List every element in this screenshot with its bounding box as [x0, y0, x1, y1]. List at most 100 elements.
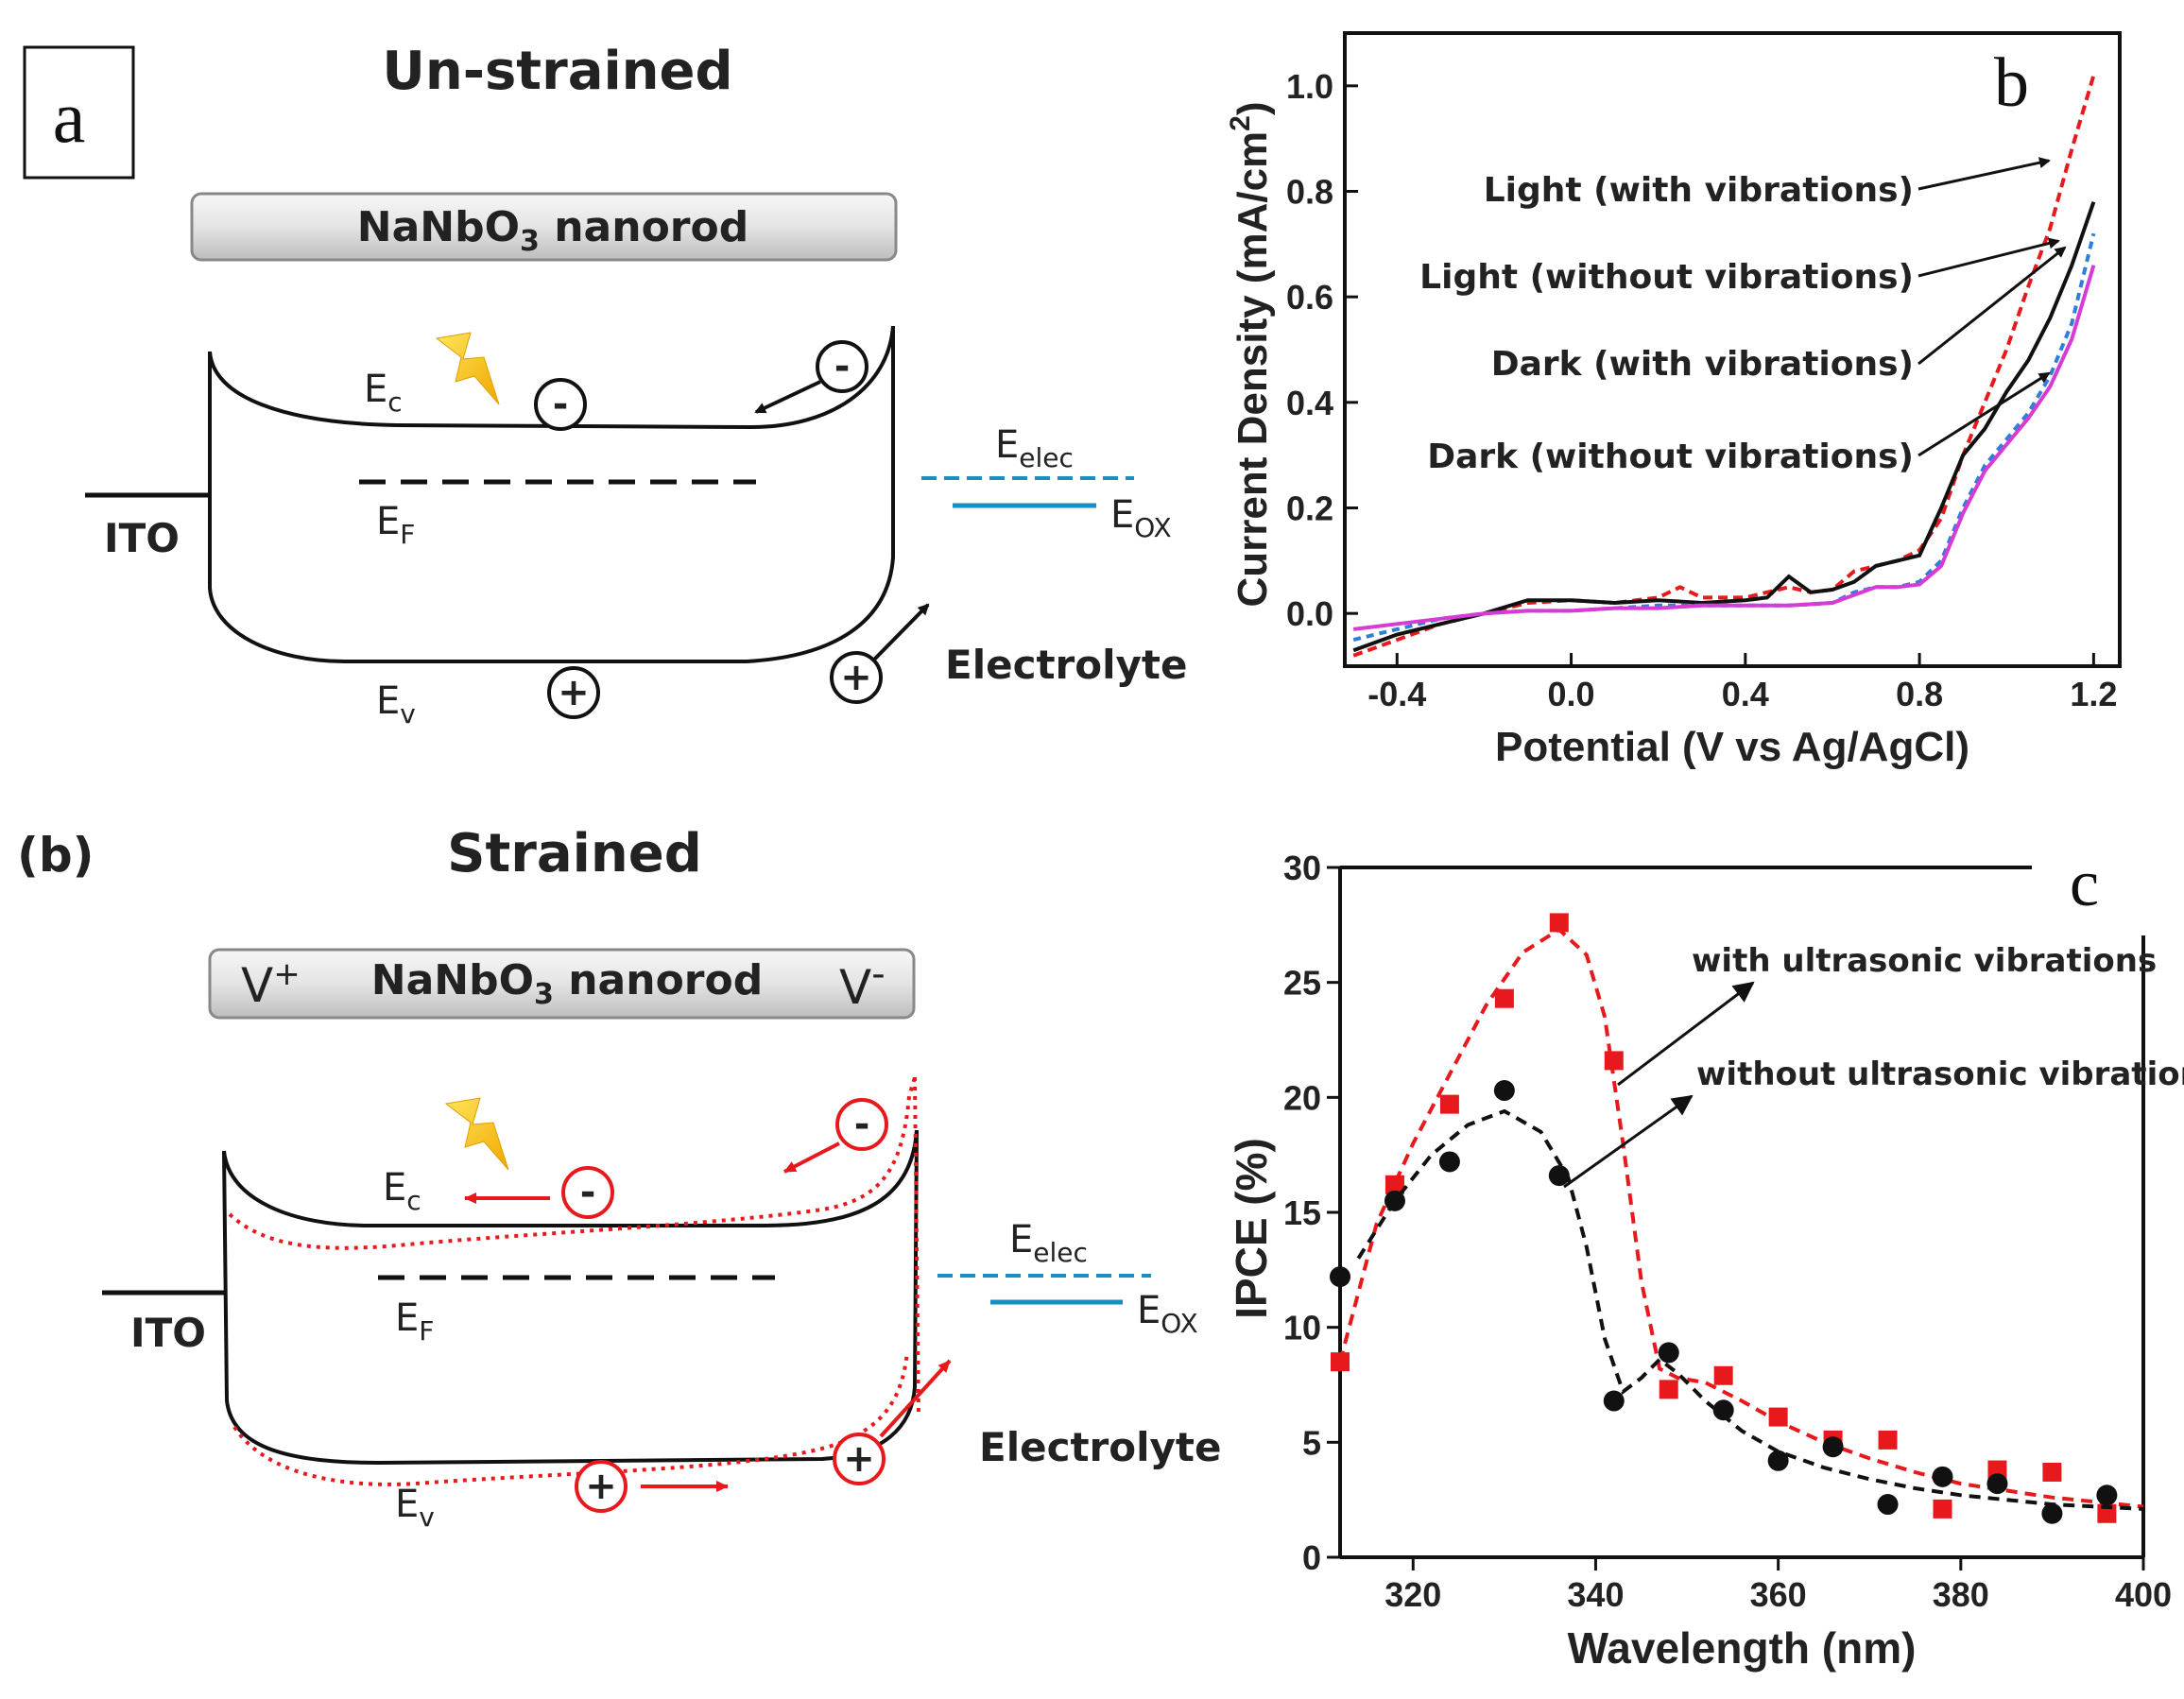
v-plus-label: V+ [241, 955, 301, 1013]
chart-c-series [1330, 913, 2144, 1524]
chart-c-ytick-label: 20 [1283, 1078, 1321, 1117]
panel-b-title: Strained [447, 823, 702, 884]
ev-label-b: Ev [395, 1483, 435, 1533]
chart-c-point-circle [1330, 1266, 1350, 1288]
legend-arrow-without [1563, 1094, 1694, 1189]
legend-arrow-3 [1917, 246, 2067, 366]
chart-c-point-square [1768, 1407, 1788, 1427]
chart-c-point-circle [1986, 1473, 2008, 1495]
chart-c-point-circle [1384, 1190, 1405, 1211]
chart-c-point-circle [1658, 1342, 1679, 1364]
chart-b-series-line-3 [1352, 265, 2096, 631]
chart-b-xtick-label: 1.2 [2070, 675, 2117, 713]
chart-b-xtick-label: -0.4 [1367, 675, 1426, 713]
hole-icon-b2 [833, 1433, 886, 1485]
ito-label-b: ITO [130, 1310, 206, 1356]
chart-b-series [1352, 75, 2096, 658]
chart-c-point-circle [1493, 1080, 1515, 1102]
chart-c-point-square [2042, 1462, 2062, 1482]
ec-label-a: Ec [364, 368, 403, 418]
chart-c-ylabel: IPCE (%) [1227, 1138, 1276, 1319]
chart-c-point-square [1878, 1430, 1898, 1450]
chart-b-series-line-1 [1352, 201, 2096, 653]
eox-label-b: EOX [1137, 1289, 1198, 1339]
legend-arrow-1 [1917, 157, 2051, 191]
nanorod-b [208, 948, 916, 1020]
chart-b-ytick-label: 0.4 [1286, 384, 1333, 422]
hole-icon-a1 [547, 666, 600, 719]
chart-b-ytick-label: 0.2 [1286, 489, 1333, 528]
chart-c-point-circle [1548, 1165, 1570, 1187]
electrolyte-label-b: Electrolyte [979, 1424, 1221, 1470]
valence-band-a [208, 326, 895, 663]
chart-c-point-square [1549, 913, 1569, 933]
nanorod-b-label: NaNbO3 nanorod [371, 956, 763, 1011]
chart-c-xtick-label: 360 [1750, 1575, 1807, 1614]
eox-label-a: EOX [1110, 493, 1172, 543]
hole-sign-b1: + [585, 1465, 617, 1508]
chart-b-xtick-label: 0.8 [1896, 675, 1943, 713]
legend-without-ultrasonic: without ultrasonic vibrations [1696, 1055, 2184, 1093]
panel-a-unstrained: a Un-strained NaNbO3 nanorod ITO Ec EF E… [23, 41, 1187, 729]
panel-a-title: Un-strained [382, 41, 732, 102]
hole-sign-a2: + [840, 656, 872, 699]
chart-c-point-square [1659, 1380, 1678, 1399]
chart-c-point-circle [1712, 1399, 1734, 1421]
chart-b-ytick-label: 0.8 [1286, 173, 1333, 212]
hole-sign-b2: + [843, 1437, 875, 1481]
chart-c-ytick-label: 15 [1283, 1193, 1321, 1232]
hole-icon-b1 [575, 1460, 628, 1513]
chart-b-ytick-label: 0.6 [1286, 278, 1333, 317]
chart-c-xtick-label: 320 [1384, 1575, 1441, 1614]
electrolyte-label-a: Electrolyte [945, 642, 1187, 688]
panel-b-letter: (b) [17, 828, 95, 883]
hole-sign-a1: + [558, 671, 590, 714]
eelec-label-a: Eelec [995, 423, 1074, 473]
legend-light-without: Light (without vibrations) [1419, 258, 1914, 297]
chart-c-xtick-label: 340 [1567, 1575, 1624, 1614]
electron-sign-b1: - [580, 1171, 596, 1214]
legend-light-with: Light (with vibrations) [1484, 171, 1914, 210]
legend-with-ultrasonic: with ultrasonic vibrations [1692, 942, 2157, 980]
chart-c-axes: 320 340 360 380 400 0 5 10 15 20 25 30 [1283, 849, 2172, 1614]
chart-b-xlabel: Potential (V vs Ag/AgCl) [1495, 724, 1969, 770]
chart-c-point-circle [1603, 1390, 1625, 1412]
v-minus-label: V- [839, 952, 886, 1015]
eelec-label-b: Eelec [1009, 1218, 1088, 1268]
nanorod-a-label: NaNbO3 nanorod [357, 203, 748, 258]
electron-arrow-b2 [783, 1141, 840, 1174]
chart-c-xtick-label: 400 [2115, 1575, 2172, 1614]
chart-c-point-square [1331, 1352, 1350, 1372]
chart-c-ytick-label: 5 [1302, 1423, 1321, 1462]
legend-dark-with: Dark (with vibrations) [1491, 345, 1914, 384]
light-bolt-icon-b [444, 1097, 509, 1171]
chart-b-frame [1343, 31, 2122, 668]
chart-c-xlabel: Wavelength (nm) [1568, 1623, 1917, 1673]
panel-b-strained: (b) Strained V+ V- NaNbO3 nanorod ITO Ec… [17, 823, 1221, 1533]
strained-band-edge [913, 1076, 920, 1418]
chart-c-point-square [1933, 1499, 1952, 1519]
chart-c-ytick-label: 25 [1283, 964, 1321, 1003]
electron-sign-b2: - [854, 1103, 870, 1146]
valence-band-b [222, 1129, 919, 1466]
chart-b-ytick-label: 1.0 [1286, 67, 1333, 106]
ef-label-b: EF [395, 1296, 434, 1347]
chart-c-point-circle [1767, 1450, 1789, 1471]
panel-a-letter: a [53, 76, 86, 158]
electron-icon-a1 [534, 378, 587, 431]
chart-c-point-square [1439, 1094, 1459, 1114]
light-bolt-icon-a [435, 332, 500, 405]
legend-arrow-2 [1917, 237, 2060, 278]
chart-c-point-circle [1438, 1151, 1460, 1173]
chart-c-ytick-label: 0 [1302, 1538, 1321, 1577]
conduction-band-b [222, 1129, 919, 1227]
nanorod-a [190, 192, 898, 262]
electron-icon-a2 [816, 340, 868, 393]
chart-b-ylabel: Current Density (mA/cm2) [1225, 101, 1276, 607]
electron-sign-a2: - [834, 345, 851, 388]
chart-c-point-circle [2041, 1502, 2063, 1524]
chart-b-xtick-label: 0.4 [1722, 675, 1769, 713]
chart-c-fit-line-1 [1356, 1108, 2144, 1511]
chart-c-xtick-label: 380 [1933, 1575, 1989, 1614]
ef-label-a: EF [376, 500, 415, 550]
